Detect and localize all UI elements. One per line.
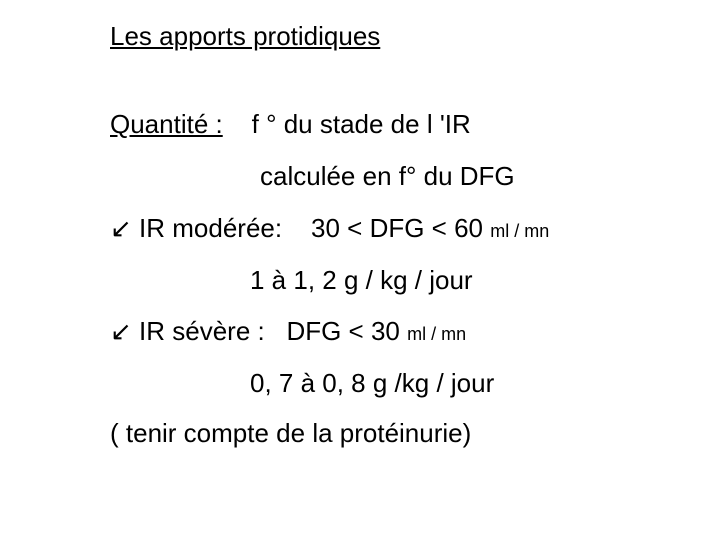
severe-line: ↙ IR sévère : DFG < 30 ml / mn bbox=[110, 317, 720, 347]
moderate-range: 30 < DFG < 60 bbox=[311, 213, 483, 243]
spacer3 bbox=[272, 316, 286, 346]
quantity-line: Quantité : f ° du stade de l 'IR bbox=[110, 110, 720, 140]
note: ( tenir compte de la protéinurie) bbox=[110, 419, 720, 449]
calc-line: calculée en f° du DFG bbox=[260, 162, 720, 192]
severe-unit: ml / mn bbox=[407, 324, 466, 344]
quantity-text bbox=[230, 109, 252, 139]
moderate-line: ↙ IR modérée: 30 < DFG < 60 ml / mn bbox=[110, 214, 720, 244]
arrow-icon: ↙ bbox=[110, 316, 132, 346]
slide: Les apports protidiques Quantité : f ° d… bbox=[0, 0, 720, 540]
arrow-icon: ↙ bbox=[110, 213, 132, 243]
moderate-label-text: IR modérée: bbox=[139, 213, 282, 243]
title: Les apports protidiques bbox=[110, 22, 720, 52]
severe-label-text: IR sévère : bbox=[139, 316, 265, 346]
quantity-value: f ° du stade de l 'IR bbox=[252, 109, 471, 139]
severe-dose: 0, 7 à 0, 8 g /kg / jour bbox=[250, 369, 720, 399]
moderate-dose: 1 à 1, 2 g / kg / jour bbox=[250, 266, 720, 296]
severe-range: DFG < 30 bbox=[286, 316, 399, 346]
quantity-label: Quantité : bbox=[110, 109, 223, 139]
spacer bbox=[289, 213, 311, 243]
moderate-unit: ml / mn bbox=[490, 221, 549, 241]
